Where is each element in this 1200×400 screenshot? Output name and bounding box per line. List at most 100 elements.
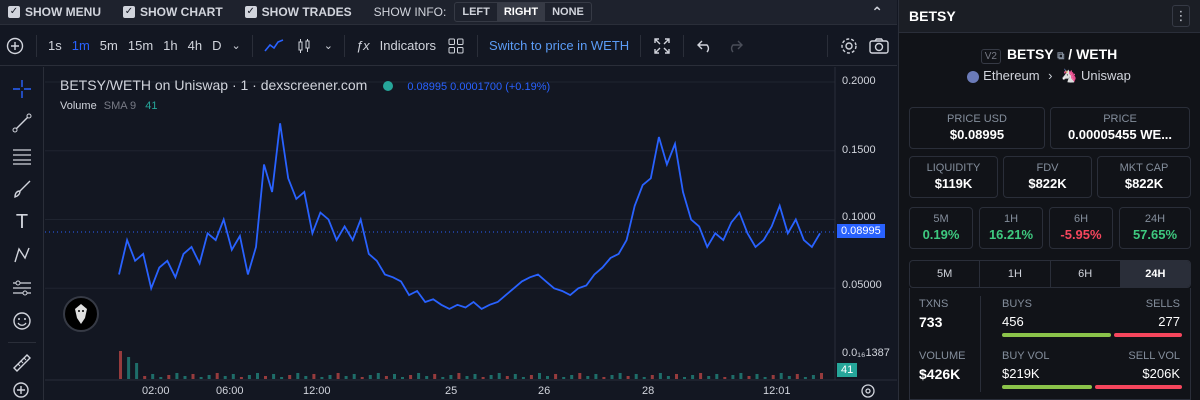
show-menu-checkbox[interactable]: ✓ SHOW MENU (8, 5, 101, 19)
ethereum-icon (967, 70, 980, 83)
period-tabs: 5M 1H 6H 24H (909, 260, 1191, 288)
volume-legend: Volume SMA 9 41 (60, 100, 157, 112)
settings-gear-icon[interactable] (839, 36, 859, 56)
info-left-option[interactable]: LEFT (462, 6, 490, 18)
volume-bar (658, 373, 662, 379)
change-6h-label: 6H (1073, 213, 1089, 225)
volume-bar (119, 351, 122, 379)
change-1h-card[interactable]: 1H 16.21% (979, 207, 1043, 249)
info-none-option[interactable]: NONE (552, 6, 584, 18)
smiley-icon[interactable] (10, 309, 34, 333)
plus-circle-icon[interactable] (5, 36, 25, 56)
change-24h-card[interactable]: 24H 57.65% (1119, 207, 1191, 249)
price-usd-card: PRICE USD $0.08995 (909, 107, 1045, 149)
volume-bar (699, 373, 703, 379)
dex-link[interactable]: Uniswap (1080, 68, 1131, 83)
y-tick-2: 0.1000 (842, 211, 876, 223)
candles-icon[interactable] (294, 36, 314, 56)
timeframe-15m[interactable]: 15m (127, 38, 154, 53)
volume-bar (594, 374, 598, 379)
ruler-icon[interactable] (10, 351, 34, 375)
timeframe-1s[interactable]: 1s (48, 38, 62, 53)
uniswap-icon: 🦄 (1061, 68, 1078, 83)
volume-bar (666, 376, 670, 379)
buys-value: 456 (1002, 314, 1024, 329)
chevron-down-icon[interactable]: ⌄ (323, 40, 333, 52)
volume-bar (473, 374, 477, 379)
sells-value: 277 (1158, 314, 1180, 329)
timeframe-4h[interactable]: 4h (187, 38, 203, 53)
volume-bar (763, 377, 767, 379)
volume-bar (167, 375, 171, 379)
info-right-option[interactable]: RIGHT (496, 3, 546, 21)
volume-bar (521, 377, 525, 379)
undo-icon[interactable] (695, 36, 715, 56)
last-price-tag: 0.08995 (837, 224, 885, 238)
copy-icon[interactable]: ⧉ (1057, 51, 1065, 62)
crosshair-icon[interactable] (10, 77, 34, 101)
volume-bar (127, 357, 131, 379)
divider (827, 34, 828, 57)
fullscreen-icon[interactable] (652, 36, 672, 56)
price-chart[interactable]: BETSY/WETH on Uniswap · 1 · dexscreener.… (45, 67, 897, 400)
eagle-logo-icon[interactable] (63, 296, 99, 332)
volume-bars (119, 351, 823, 379)
change-24h-label: 24H (1144, 213, 1166, 225)
forecast-icon[interactable] (10, 276, 34, 300)
sell-vol-value: $206K (1142, 366, 1180, 381)
line-chart-icon[interactable] (264, 36, 284, 56)
chain-breadcrumb: Ethereum › 🦄 Uniswap (899, 68, 1199, 84)
fib-levels-icon[interactable] (10, 144, 34, 168)
volume-bar (288, 375, 292, 379)
volume-bar (715, 374, 719, 379)
text-tool-icon[interactable]: T (15, 210, 29, 233)
brush-icon[interactable] (10, 177, 34, 201)
volume-bar (256, 373, 259, 379)
chevron-up-icon[interactable]: ⌃ (871, 4, 883, 20)
change-24h-value: 57.65% (1132, 227, 1178, 242)
chart-toolbar: 1s 1m 5m 15m 1h 4h D ⌄ ⌄ ƒx Indicators S… (0, 26, 897, 66)
change-5m-card[interactable]: 5M 0.19% (909, 207, 973, 249)
mktcap-value: $822K (1124, 176, 1164, 191)
more-vertical-icon[interactable]: ⋮ (1172, 5, 1190, 27)
show-chart-checkbox[interactable]: ✓ SHOW CHART (123, 5, 223, 19)
volume-bar (207, 375, 211, 379)
trendline-icon[interactable] (10, 111, 34, 135)
timeframe-1h[interactable]: 1h (163, 38, 178, 53)
chevron-down-icon[interactable]: ⌄ (231, 40, 241, 52)
redo-icon[interactable] (725, 36, 745, 56)
timeframe-1m[interactable]: 1m (71, 38, 90, 53)
divider (477, 34, 479, 57)
change-6h-card[interactable]: 6H -5.95% (1049, 207, 1113, 249)
divider (683, 34, 685, 57)
volume-bar (409, 375, 413, 379)
volume-bar (384, 376, 388, 379)
timeframe-d[interactable]: D (212, 38, 222, 53)
switch-price-button[interactable]: Switch to price in WETH (489, 38, 630, 53)
volume-bar (602, 377, 606, 379)
show-info-toggle: LEFT RIGHT NONE (454, 2, 592, 22)
volume-bar (191, 374, 195, 379)
checkmark-icon: ✓ (244, 6, 257, 18)
sells-label: SELLS (1145, 298, 1180, 310)
camera-icon[interactable] (869, 36, 889, 56)
volume-bar (280, 377, 284, 379)
last-volume-tag: 41 (837, 363, 858, 377)
tab-5m[interactable]: 5M (910, 261, 981, 287)
timeframe-5m[interactable]: 5m (99, 38, 118, 53)
market-status-icon (383, 81, 394, 92)
indicators-button[interactable]: Indicators (379, 38, 437, 53)
tab-6h[interactable]: 6H (1051, 261, 1121, 287)
pattern-icon[interactable] (10, 243, 34, 267)
chart-settings-icon[interactable] (860, 383, 876, 399)
volume-bar (803, 377, 807, 379)
show-trades-checkbox[interactable]: ✓ SHOW TRADES (244, 5, 352, 19)
tab-24h[interactable]: 24H (1120, 261, 1190, 287)
fdv-value: $822K (1028, 176, 1067, 191)
volume-bar (135, 363, 139, 379)
zoom-in-icon[interactable] (10, 379, 34, 400)
layout-grid-icon[interactable] (446, 36, 466, 56)
chain-link[interactable]: Ethereum (983, 68, 1040, 83)
tab-1h[interactable]: 1H (980, 261, 1051, 287)
